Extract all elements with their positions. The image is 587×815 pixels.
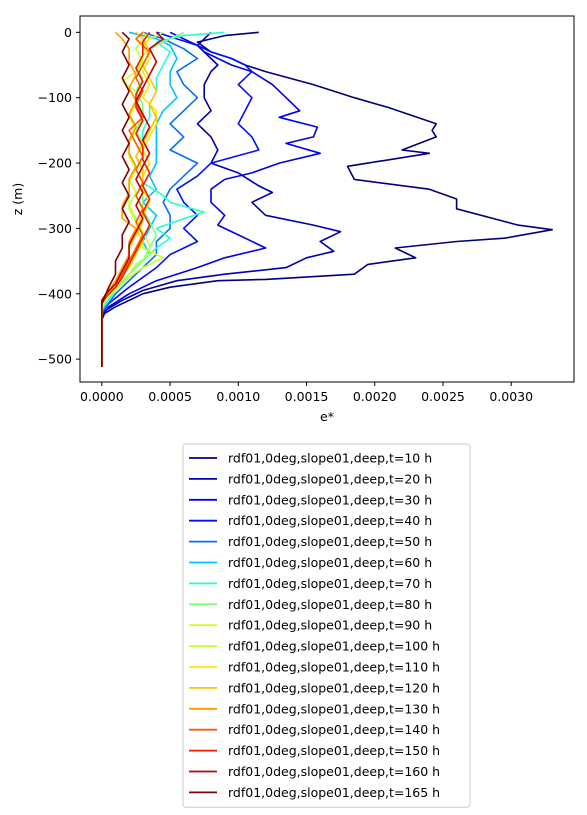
series-line-15 [101,31,151,367]
legend-entry: rdf01,0deg,slope01,deep,t=20 h [228,471,432,486]
y-tick-label: −100 [38,90,72,105]
legend-entry: rdf01,0deg,slope01,deep,t=40 h [228,513,432,528]
series-line-5 [101,31,199,367]
series-line-14 [101,31,151,367]
y-tick-label: −400 [38,286,72,301]
series-line-16 [101,31,164,367]
legend-entry: rdf01,0deg,slope01,deep,t=160 h [228,764,440,779]
series-line-7 [101,31,225,367]
x-tick-label: 0.0005 [148,389,192,404]
legend-entry: rdf01,0deg,slope01,deep,t=80 h [228,597,432,612]
plot-frame [79,15,575,383]
x-tick-label: 0.0010 [216,389,260,404]
legend-entry: rdf01,0deg,slope01,deep,t=90 h [228,618,432,633]
x-axis-label: e* [320,409,334,424]
y-axis-label: z (m) [10,183,25,215]
x-tick-label: 0.0000 [80,389,124,404]
y-tick-label: −300 [38,221,72,236]
series-line-3 [101,31,322,367]
legend: rdf01,0deg,slope01,deep,t=10 h rdf01,0deg… [182,443,471,808]
x-tick-label: 0.0020 [353,389,397,404]
x-tick-label: 0.0030 [489,389,533,404]
series-line-2 [101,31,342,367]
series-line-1 [101,31,554,367]
x-tick-label: 0.0015 [285,389,329,404]
legend-entry: rdf01,0deg,slope01,deep,t=30 h [228,492,432,507]
legend-entry: rdf01,0deg,slope01,deep,t=165 h [228,785,440,800]
x-tick-label: 0.0025 [421,389,465,404]
y-tick-label: −500 [38,352,72,367]
legend-entry: rdf01,0deg,slope01,deep,t=140 h [228,722,440,737]
series-line-4 [101,31,260,367]
legend-entry: rdf01,0deg,slope01,deep,t=150 h [228,743,440,758]
legend-box [182,443,471,808]
legend-entry: rdf01,0deg,slope01,deep,t=100 h [228,639,440,654]
legend-entry: rdf01,0deg,slope01,deep,t=50 h [228,534,432,549]
y-tick-label: −200 [38,156,72,171]
legend-entry: rdf01,0deg,slope01,deep,t=60 h [228,555,432,570]
legend-entry: rdf01,0deg,slope01,deep,t=10 h [228,451,432,466]
y-tick-label: 0 [64,25,72,40]
series-line-17 [101,31,130,367]
legend-entry: rdf01,0deg,slope01,deep,t=70 h [228,576,432,591]
series-lines [101,31,554,367]
y-axis: 0 −100 −200 −300 −400 −500 [38,25,80,367]
series-line-13 [101,31,137,367]
legend-entry: rdf01,0deg,slope01,deep,t=130 h [228,701,440,716]
legend-entry: rdf01,0deg,slope01,deep,t=110 h [228,660,440,675]
legend-entry: rdf01,0deg,slope01,deep,t=120 h [228,680,440,695]
series-line-9 [101,31,164,367]
x-axis: 0.0000 0.0005 0.0010 0.0015 0.0020 0.0025 0.00… [80,382,533,404]
